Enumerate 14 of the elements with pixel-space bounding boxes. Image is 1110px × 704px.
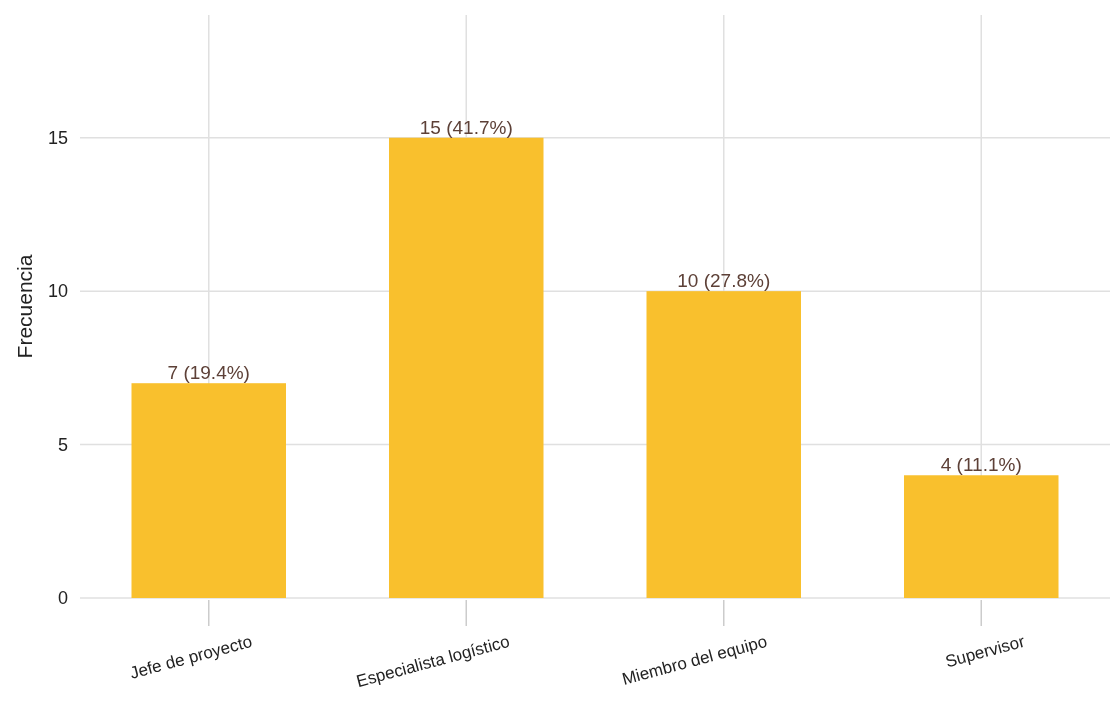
x-tick-label: Miembro del equipo xyxy=(620,631,770,689)
bar xyxy=(131,383,286,598)
y-tick-label: 15 xyxy=(47,128,68,148)
data-label: 15 (41.7%) xyxy=(419,116,513,138)
data-label: 7 (19.4%) xyxy=(167,362,250,384)
bar xyxy=(646,291,801,598)
bar xyxy=(904,475,1059,598)
y-tick-label: 0 xyxy=(57,588,68,609)
data-label: 10 (27.8%) xyxy=(677,270,771,292)
data-label: 4 (11.1%) xyxy=(940,454,1022,476)
y-tick-label: 10 xyxy=(47,281,68,302)
bar xyxy=(389,137,544,598)
y-axis-title: Frecuencia xyxy=(13,254,36,359)
y-tick-label: 5 xyxy=(57,434,68,455)
